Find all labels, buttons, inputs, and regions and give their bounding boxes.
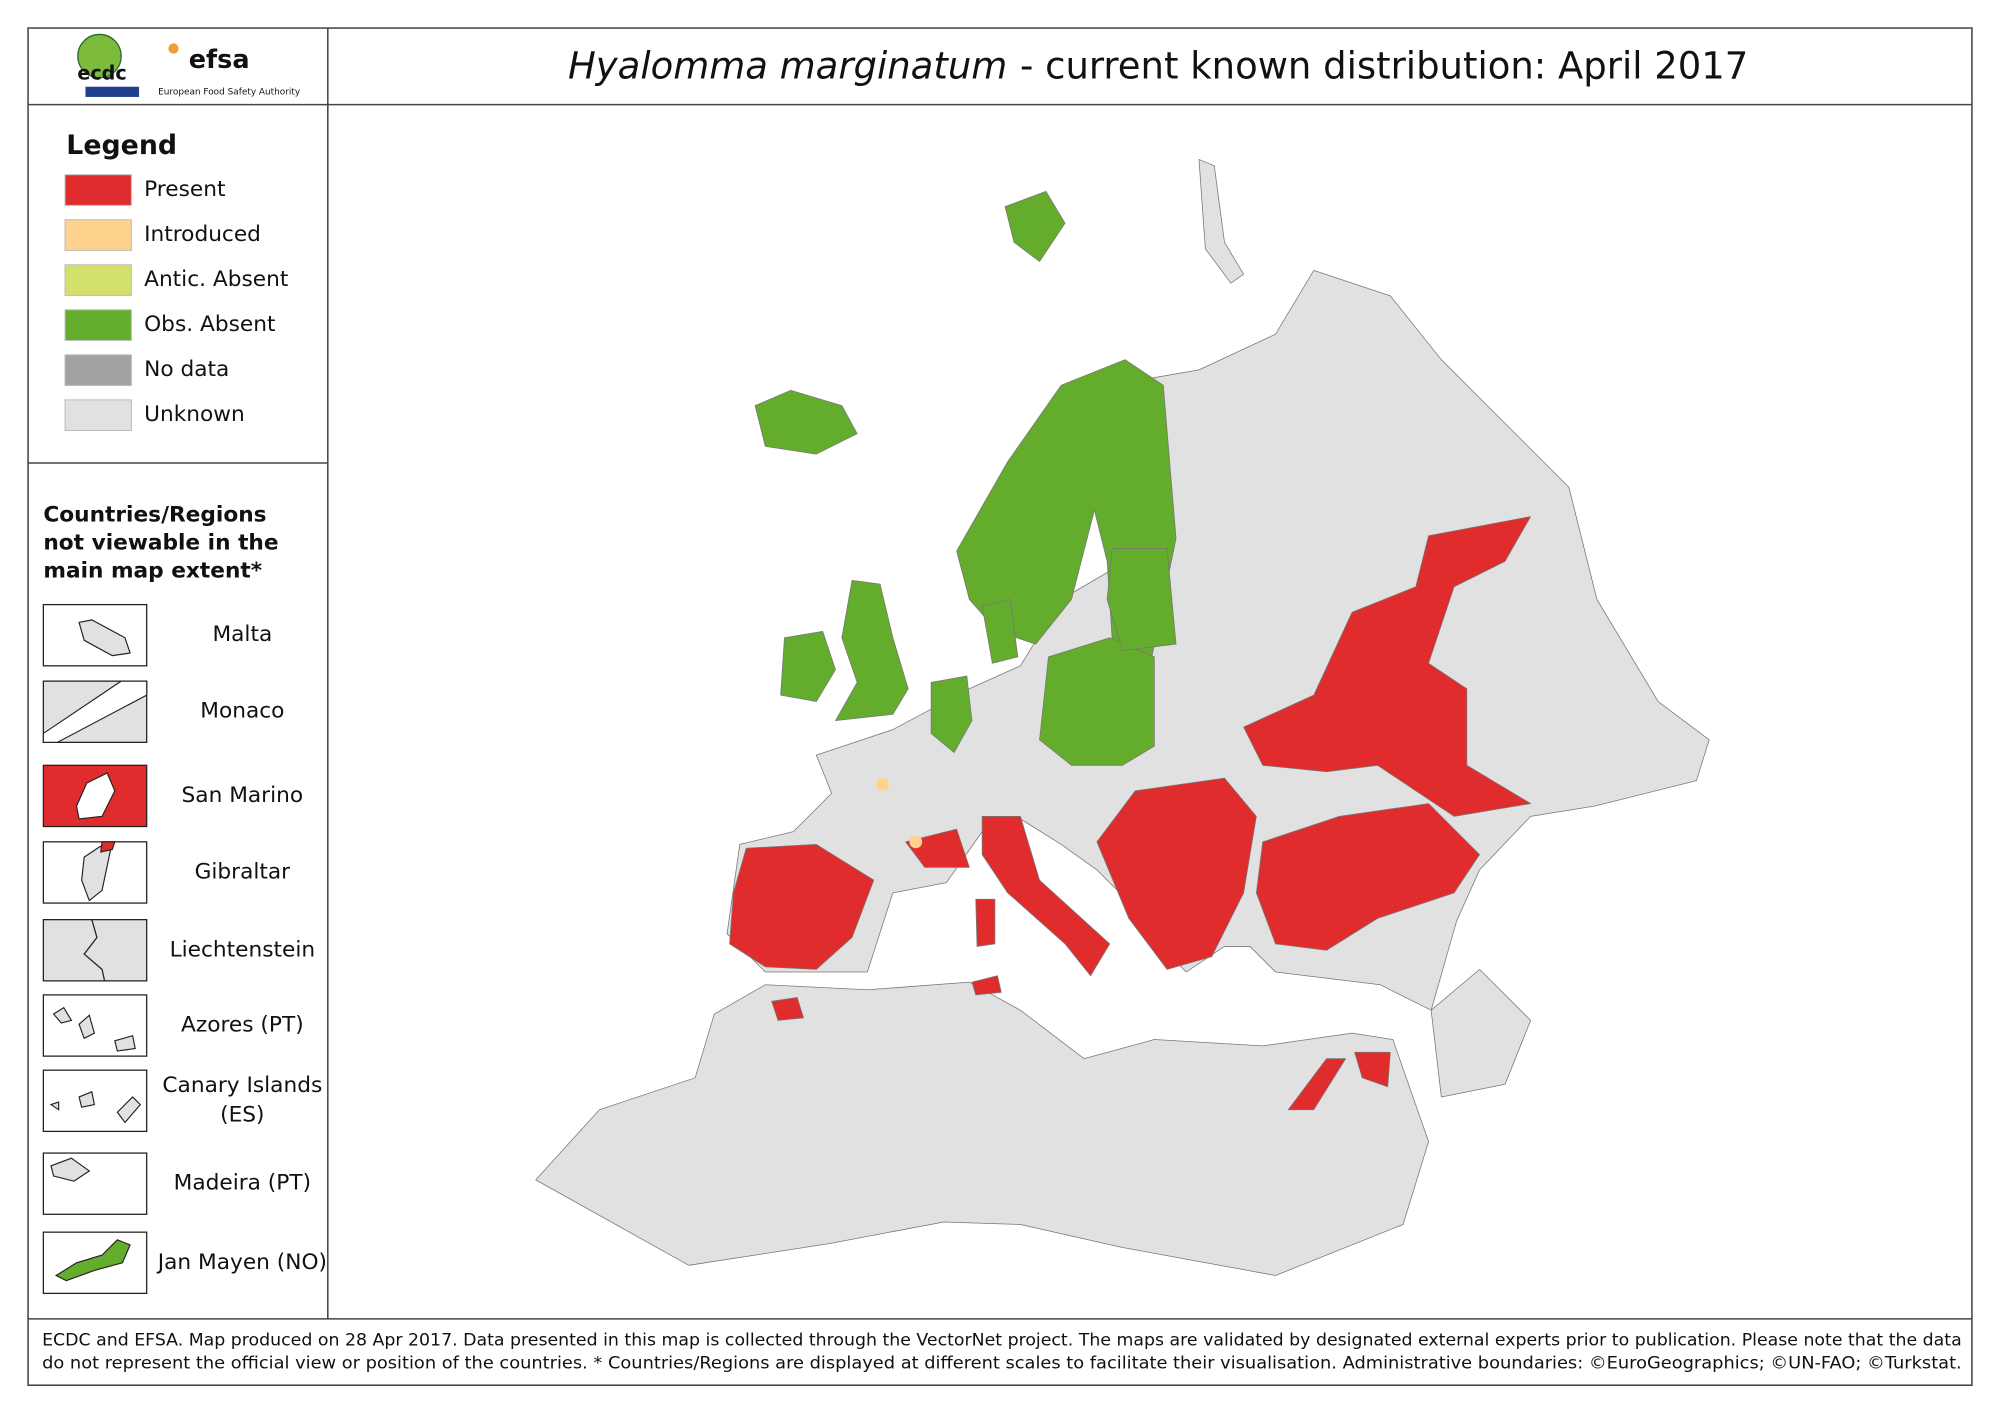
novaya-zemlya	[1198, 159, 1245, 284]
legend-label: Introduced	[144, 222, 261, 247]
inset-shape	[54, 1239, 131, 1282]
north-africa	[535, 981, 1429, 1276]
tunisia-patch	[971, 975, 1002, 996]
ecdc-logo: ecdc	[77, 61, 126, 84]
legend: Present Introduced Antic. Absent Obs. Absen…	[64, 174, 288, 431]
inset-box	[42, 1152, 148, 1215]
inset-shape	[42, 680, 148, 743]
inset-label: Madeira (PT)	[174, 1171, 311, 1196]
inset-shape	[116, 1096, 142, 1124]
legend-swatch	[64, 399, 132, 431]
inset-shape	[83, 919, 106, 982]
legend-swatch	[64, 219, 132, 251]
inset-label: Azores (PT)	[181, 1013, 304, 1038]
legend-label: Obs. Absent	[144, 312, 275, 337]
inset-shape	[78, 1014, 96, 1040]
frame	[27, 27, 1973, 1386]
inset-shape	[78, 1091, 96, 1108]
arabia	[1430, 969, 1531, 1098]
inset-title-line: Countries/Regions	[43, 502, 266, 527]
legend-swatch	[64, 174, 132, 206]
inset-shape	[50, 1157, 91, 1182]
inset-label: Canary Islands	[162, 1073, 322, 1098]
southern-france	[905, 828, 970, 868]
inset-shapes	[42, 603, 148, 1295]
inset-shape	[78, 619, 131, 657]
iberia	[729, 844, 875, 970]
footer-line: ECDC and EFSA. Map produced on 28 Apr 20…	[42, 1330, 1962, 1350]
inset-shape	[52, 1006, 73, 1024]
inset-title-line: not viewable in the	[43, 530, 278, 555]
sinai	[1354, 1051, 1391, 1088]
ireland	[780, 630, 836, 702]
egypt	[1287, 1058, 1347, 1111]
inset-labels: Malta Monaco San Marino Gibraltar Liechtenst…	[156, 622, 327, 1275]
inset-label: (ES)	[220, 1102, 264, 1127]
denmark	[981, 599, 1019, 664]
sardinia	[975, 898, 996, 947]
map	[535, 159, 1710, 1276]
title-species: Hyalomma marginatum	[568, 44, 1007, 87]
great-britain	[835, 579, 909, 722]
russia-ukraine	[1243, 516, 1531, 817]
poland	[1039, 637, 1155, 766]
inset-label: Jan Mayen (NO)	[156, 1250, 327, 1275]
introduced-spot	[876, 778, 890, 791]
baltics	[1106, 548, 1177, 651]
inset-shape	[114, 1034, 136, 1052]
svalbard	[1004, 190, 1066, 262]
legend-label: No data	[144, 357, 229, 382]
inset-shape	[100, 841, 116, 853]
inset-title: Countries/Regions not viewable in the main…	[43, 502, 278, 583]
inset-label: San Marino	[182, 783, 304, 808]
algeria-patch	[771, 997, 804, 1021]
legend-swatch	[64, 264, 132, 296]
footer-line: do not represent the official view or po…	[42, 1353, 1962, 1373]
legend-title: Legend	[66, 130, 177, 161]
inset-shape	[49, 1101, 60, 1111]
inset-shape	[81, 840, 114, 902]
italy	[981, 815, 1111, 977]
title: Hyalomma marginatum - current known distr…	[568, 44, 1748, 87]
inset-label: Gibraltar	[195, 859, 291, 884]
legend-label: Present	[144, 177, 225, 202]
legend-swatch	[64, 354, 132, 386]
inset-label: Malta	[212, 622, 272, 647]
footer: ECDC and EFSA. Map produced on 28 Apr 20…	[42, 1330, 1962, 1373]
ecdc-globe	[77, 33, 122, 79]
efsa-caption: European Food Safety Authority	[158, 87, 300, 97]
legend-swatch	[64, 309, 132, 341]
benelux	[930, 675, 973, 753]
inset-title-line: main map extent*	[43, 558, 262, 583]
inset-shape	[75, 772, 116, 820]
turkey	[1255, 803, 1480, 951]
iceland	[754, 389, 858, 455]
legend-label: Antic. Absent	[144, 267, 288, 292]
inset-label: Liechtenstein	[170, 937, 316, 962]
efsa-mark	[168, 43, 179, 54]
inset-label: Monaco	[200, 699, 284, 724]
balkans	[1096, 777, 1257, 970]
eu-flag	[85, 86, 140, 97]
title-rest: - current known distribution: April 2017	[1020, 44, 1748, 87]
logos: ecdc efsa European Food Safety Authority	[77, 33, 300, 97]
legend-label: Unknown	[144, 402, 245, 427]
introduced-spot	[909, 835, 923, 849]
efsa-logo: efsa	[189, 45, 250, 75]
